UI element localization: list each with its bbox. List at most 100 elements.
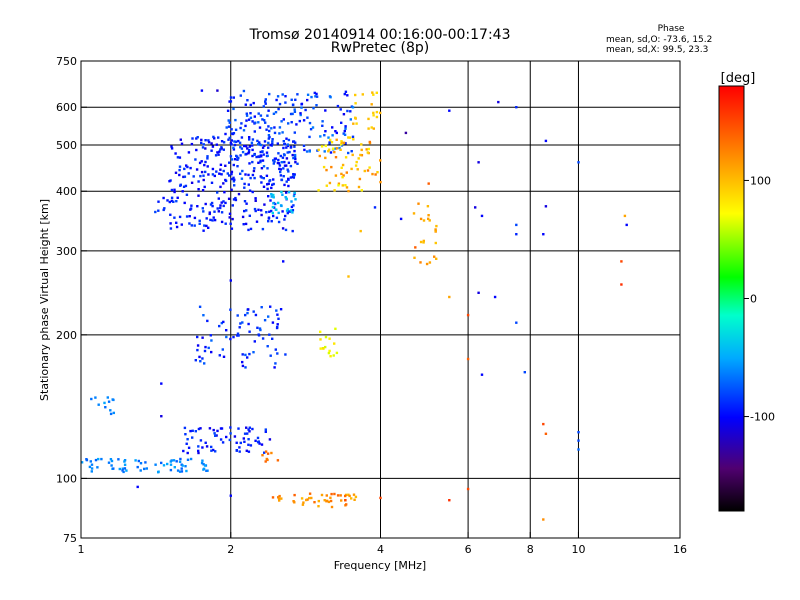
data-point xyxy=(263,319,267,322)
data-point xyxy=(327,351,331,355)
x-axis: 1 2 4 6 8 10 16 xyxy=(78,532,687,556)
data-point xyxy=(252,101,255,105)
data-point xyxy=(178,156,182,159)
data-point xyxy=(399,217,403,221)
data-point xyxy=(276,95,280,98)
data-point xyxy=(90,467,94,470)
data-point xyxy=(267,134,271,137)
data-point xyxy=(222,355,226,358)
data-point xyxy=(219,163,223,166)
data-point xyxy=(240,177,244,180)
data-point xyxy=(267,141,270,145)
data-point xyxy=(170,147,174,150)
data-point xyxy=(620,283,623,286)
data-point xyxy=(544,432,548,435)
data-point xyxy=(342,141,346,144)
data-point xyxy=(110,464,113,467)
data-point xyxy=(293,155,297,159)
data-point xyxy=(342,174,345,177)
data-point xyxy=(219,206,222,210)
data-point xyxy=(281,210,284,213)
data-point xyxy=(229,222,232,225)
data-point xyxy=(317,505,320,508)
data-point xyxy=(232,198,236,201)
data-point xyxy=(371,172,374,176)
data-point xyxy=(240,122,243,125)
data-point xyxy=(258,141,261,144)
data-point xyxy=(372,93,375,96)
data-point xyxy=(220,321,223,325)
data-point xyxy=(269,305,272,308)
data-point xyxy=(207,226,210,229)
data-point xyxy=(243,182,246,186)
data-point xyxy=(272,178,275,181)
data-point xyxy=(240,147,244,150)
data-point xyxy=(251,138,255,141)
data-point xyxy=(157,209,160,212)
data-point xyxy=(277,496,280,499)
data-point xyxy=(203,224,206,227)
data-point xyxy=(238,141,242,144)
data-point xyxy=(314,95,317,98)
data-point xyxy=(248,330,251,333)
data-point xyxy=(178,470,182,473)
data-point xyxy=(434,229,437,233)
data-point xyxy=(214,450,217,453)
data-point xyxy=(199,427,202,430)
phase-stats-heading: Phase xyxy=(657,24,685,34)
data-point xyxy=(344,494,347,498)
data-point xyxy=(166,199,169,202)
data-point xyxy=(293,108,296,111)
data-point xyxy=(238,446,241,449)
data-point xyxy=(217,136,220,139)
data-point xyxy=(248,162,251,165)
data-point xyxy=(273,160,276,163)
data-point xyxy=(96,466,99,469)
data-point xyxy=(254,209,257,213)
data-point xyxy=(425,262,429,266)
data-point xyxy=(123,459,127,462)
data-point xyxy=(157,200,160,203)
data-point xyxy=(261,159,265,162)
data-point xyxy=(365,148,368,151)
data-point xyxy=(89,460,92,463)
data-point xyxy=(262,177,265,180)
data-point xyxy=(266,187,269,191)
data-point xyxy=(276,459,280,462)
data-point xyxy=(185,164,188,167)
data-point xyxy=(269,199,272,202)
data-point xyxy=(173,216,176,219)
data-point xyxy=(218,324,221,328)
data-point xyxy=(263,451,266,454)
data-point xyxy=(515,106,518,109)
data-point xyxy=(262,153,265,156)
colorbar-tick-label: 100 xyxy=(750,174,771,187)
data-point xyxy=(211,167,215,171)
data-point xyxy=(253,176,256,180)
data-point xyxy=(413,256,416,259)
data-point xyxy=(254,439,257,442)
data-point xyxy=(272,182,275,186)
data-point xyxy=(231,204,234,207)
data-point xyxy=(350,150,353,153)
data-point xyxy=(282,140,285,143)
data-point xyxy=(289,112,293,116)
data-point xyxy=(104,406,107,409)
data-point xyxy=(379,180,382,184)
data-point xyxy=(372,114,375,117)
data-point xyxy=(109,409,112,412)
data-point xyxy=(542,233,545,236)
data-point xyxy=(330,141,334,144)
data-point xyxy=(229,308,232,311)
data-point xyxy=(182,185,186,188)
data-point xyxy=(237,427,240,430)
data-point xyxy=(213,137,216,140)
data-point xyxy=(354,116,357,119)
data-point xyxy=(219,427,223,430)
data-point xyxy=(193,224,196,227)
data-point xyxy=(286,143,290,146)
data-point xyxy=(210,339,213,342)
data-point xyxy=(328,349,331,353)
data-point xyxy=(414,246,417,249)
data-point xyxy=(189,429,192,433)
